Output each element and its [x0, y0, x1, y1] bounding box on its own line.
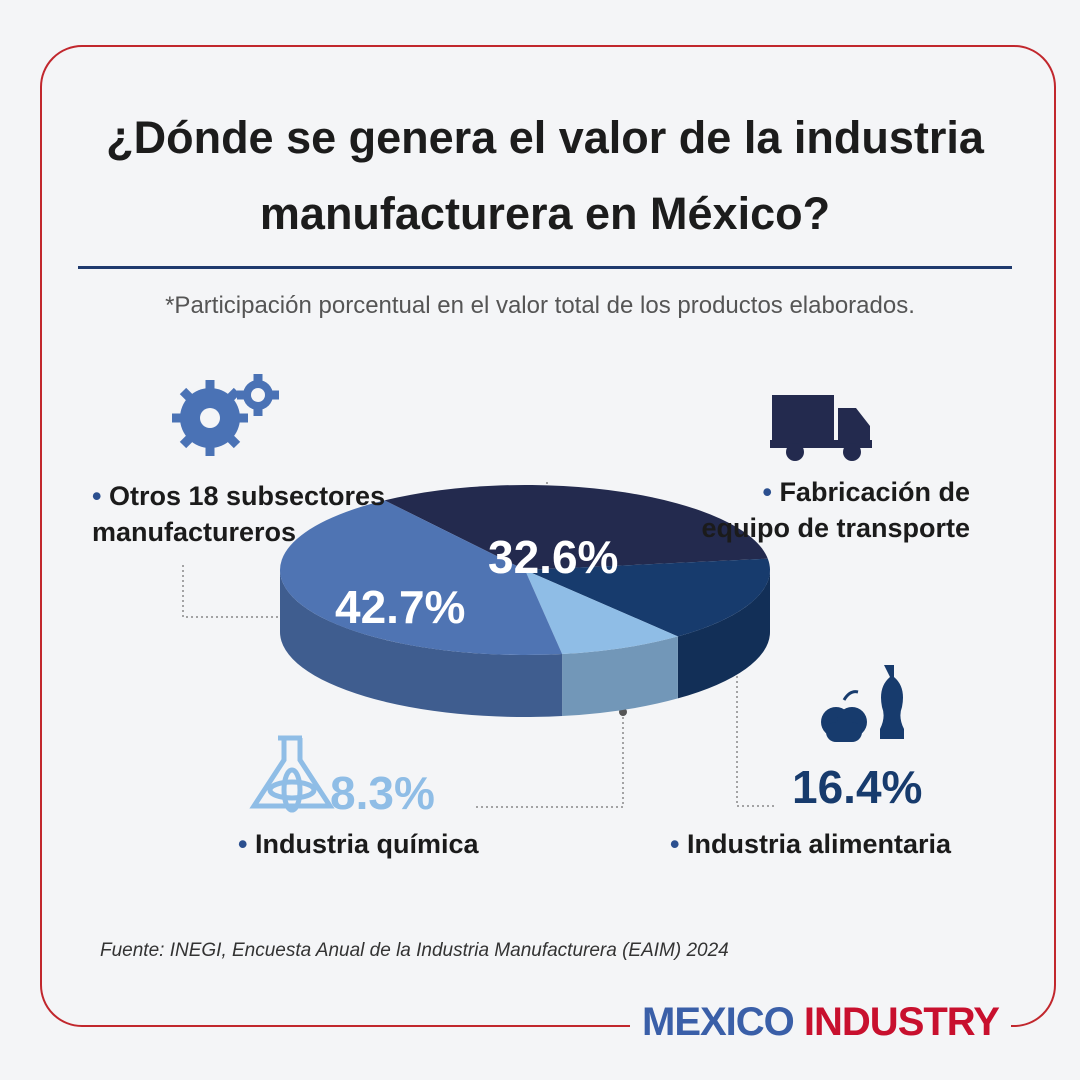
flask-icon: [249, 735, 335, 813]
gear-icon: [172, 374, 279, 456]
category-label: Fabricación de equipo de transporte: [670, 474, 970, 546]
frame: [40, 45, 1056, 1027]
brand-word: MEXICO: [642, 1000, 795, 1044]
subtitle: *Participación porcentual en el valor to…: [165, 292, 915, 319]
slice-side: [677, 570, 771, 699]
slice-side: [280, 570, 563, 718]
value-label: 8.3%: [330, 767, 435, 819]
source: Fuente: INEGI, Encuesta Anual de la Indu…: [100, 940, 729, 961]
category-label: Industria alimentaria: [670, 826, 951, 862]
divider: [78, 266, 1012, 269]
truck-icon: [770, 395, 872, 461]
chart-title: ¿Dónde se genera el valor de la industri…: [106, 112, 984, 239]
slice: [525, 558, 770, 637]
brand-logo: MEXICO INDUSTRY: [630, 1000, 1011, 1045]
category-label: Otros 18 subsectores manufactureros: [92, 478, 422, 550]
food-icon: [821, 665, 904, 742]
slice: [525, 570, 678, 655]
value-label: 32.6%: [488, 531, 619, 583]
brand-word: INDUSTRY: [803, 1000, 1000, 1044]
value-label: 16.4%: [792, 761, 923, 813]
category-label: Industria química: [238, 826, 479, 862]
value-label: 42.7%: [335, 581, 466, 633]
slice-side: [562, 636, 678, 717]
